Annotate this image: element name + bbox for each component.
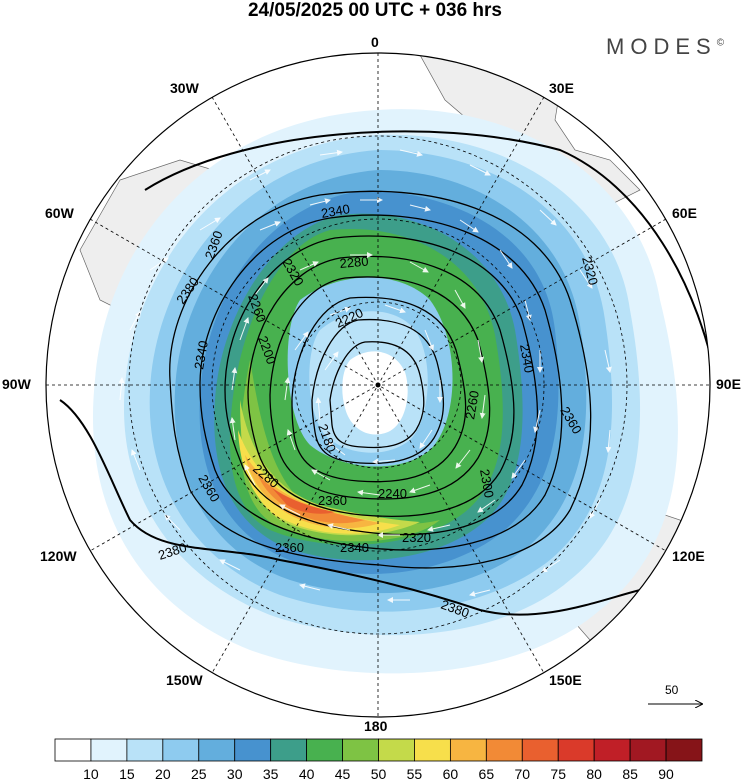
copyright-mark: © <box>716 37 725 49</box>
brand-logo: MODES© <box>606 34 724 60</box>
contour-label: 2360 <box>318 493 347 508</box>
lon-label-30w: 30W <box>170 80 199 96</box>
lon-label-0: 0 <box>371 34 379 50</box>
geopotential-contours <box>59 130 710 616</box>
lon-label-60e: 60E <box>672 205 697 221</box>
wind-speed-shading <box>92 109 678 674</box>
contour-label: 2320 <box>402 530 431 545</box>
map-boundary <box>45 52 711 718</box>
contour-label: 2340 <box>340 540 369 555</box>
contour-2380-lower <box>59 399 641 616</box>
lon-label-90w: 90W <box>2 376 31 392</box>
lon-label-30e: 30E <box>549 80 574 96</box>
contour-label: 2260 <box>462 389 482 420</box>
lon-label-60w: 60W <box>45 205 74 221</box>
contour-label: 2280 <box>339 254 369 271</box>
lon-label-120w: 120W <box>40 548 77 564</box>
lon-label-90e: 90E <box>716 376 741 392</box>
lon-label-150w: 150W <box>166 672 203 688</box>
contour-label: 2320 <box>579 255 601 287</box>
contour-label: 2360 <box>275 540 304 555</box>
contour-label-group: 2340 2320 2280 2260 2220 2200 2180 2240 … <box>156 201 601 621</box>
contour-label: 2340 <box>517 343 537 374</box>
lon-label-150e: 150E <box>549 672 582 688</box>
lon-label-120e: 120E <box>672 548 705 564</box>
map-title: 24/05/2025 00 UTC + 036 hrs <box>247 0 503 21</box>
contour-label: 2300 <box>477 468 497 499</box>
wind-vectors <box>118 149 612 603</box>
contour-label: 2240 <box>378 486 407 501</box>
contour-2380-outer <box>144 130 710 401</box>
south-pole-marker <box>375 382 381 388</box>
lon-label-180: 180 <box>364 718 388 734</box>
brand-name: MODES <box>606 34 717 59</box>
contour-label: 2340 <box>320 201 351 221</box>
contour-label: 2340 <box>191 339 211 370</box>
vector-reference-label: 50 <box>665 683 679 697</box>
